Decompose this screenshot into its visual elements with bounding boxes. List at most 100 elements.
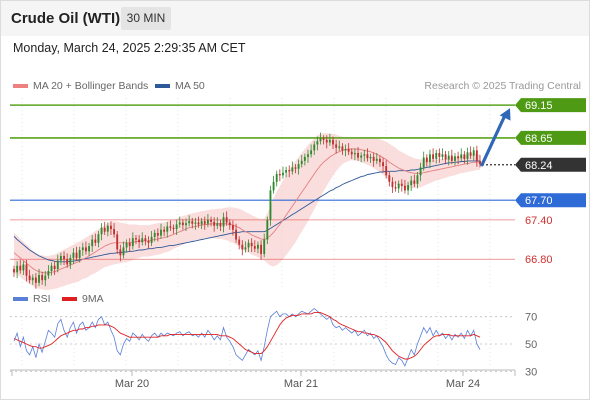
candle-body bbox=[188, 221, 191, 224]
candle-115 bbox=[372, 152, 375, 167]
candle-131 bbox=[422, 151, 425, 171]
candle-104 bbox=[338, 140, 341, 152]
candle-93 bbox=[303, 153, 306, 166]
candle-46 bbox=[156, 228, 159, 242]
candle-body bbox=[310, 150, 313, 155]
candle-body bbox=[53, 265, 56, 270]
candle-106 bbox=[344, 144, 347, 157]
candle-130 bbox=[419, 162, 422, 182]
candle-body bbox=[247, 242, 250, 248]
candle-14 bbox=[56, 254, 59, 273]
level-label-66.80: 66.80 bbox=[525, 254, 553, 266]
candle-body bbox=[81, 247, 84, 251]
candle-109 bbox=[353, 148, 356, 161]
candle-body bbox=[97, 234, 100, 243]
candle-body bbox=[50, 265, 53, 272]
candle-42 bbox=[144, 234, 147, 246]
candle-body bbox=[200, 221, 203, 225]
candle-28 bbox=[100, 223, 103, 241]
candle-body bbox=[291, 167, 294, 172]
candle-144 bbox=[463, 151, 466, 164]
candle-body bbox=[125, 242, 128, 248]
candle-body bbox=[454, 156, 456, 161]
candle-20 bbox=[75, 246, 78, 262]
candle-142 bbox=[457, 151, 460, 165]
candle-body bbox=[422, 157, 425, 168]
candle-9 bbox=[41, 271, 44, 285]
candle-body bbox=[322, 138, 325, 140]
level-badge-69.15: 69.15 bbox=[515, 98, 586, 113]
candle-65 bbox=[216, 217, 219, 230]
candle-body bbox=[19, 265, 22, 271]
level-badge-67.70: 67.70 bbox=[515, 193, 586, 208]
candle-body bbox=[25, 264, 28, 276]
candle-body bbox=[228, 222, 231, 226]
candle-body bbox=[407, 185, 410, 191]
candle-body bbox=[238, 239, 241, 245]
candle-143 bbox=[460, 148, 463, 162]
candle-body bbox=[172, 227, 175, 230]
candle-125 bbox=[404, 179, 406, 194]
rsi-tick-70: 70 bbox=[525, 312, 537, 324]
candle-32 bbox=[113, 223, 116, 238]
candle-70 bbox=[231, 220, 234, 236]
candle-body bbox=[185, 223, 187, 226]
candle-body bbox=[178, 222, 181, 225]
candle-97 bbox=[316, 136, 319, 151]
interval-badge[interactable]: 30 MIN bbox=[121, 7, 171, 30]
candle-body bbox=[213, 221, 216, 226]
candle-body bbox=[69, 257, 72, 265]
candle-body bbox=[282, 172, 284, 176]
candle-body bbox=[78, 250, 81, 258]
candle-body bbox=[257, 244, 259, 249]
candle-body bbox=[13, 269, 15, 273]
candle-35 bbox=[122, 241, 125, 259]
candle-body bbox=[113, 229, 116, 235]
candle-body bbox=[241, 244, 244, 250]
candle-body bbox=[266, 219, 269, 240]
candle-body bbox=[219, 223, 222, 227]
candle-body bbox=[357, 152, 359, 158]
candle-110 bbox=[357, 147, 359, 161]
candle-body bbox=[275, 173, 278, 182]
candle-body bbox=[303, 156, 306, 161]
candle-body bbox=[300, 160, 303, 165]
candle-body bbox=[147, 240, 150, 243]
candle-body bbox=[175, 224, 178, 230]
candle-24 bbox=[88, 242, 90, 256]
candle-body bbox=[138, 239, 141, 243]
candle-57 bbox=[191, 217, 194, 229]
candle-body bbox=[28, 275, 31, 281]
candle-body bbox=[444, 154, 447, 160]
candle-body bbox=[250, 242, 253, 247]
candle-117 bbox=[378, 155, 381, 167]
candle-body bbox=[388, 175, 391, 182]
candle-76 bbox=[250, 238, 253, 252]
candle-body bbox=[341, 146, 344, 151]
candle-body bbox=[72, 252, 75, 258]
candle-body bbox=[100, 227, 103, 235]
level-label-67.70: 67.70 bbox=[525, 195, 553, 207]
ma50-line bbox=[13, 160, 480, 263]
candle-31 bbox=[110, 221, 112, 235]
candle-4 bbox=[25, 259, 28, 282]
candle-body bbox=[253, 246, 256, 249]
candle-52 bbox=[175, 219, 178, 235]
candle-body bbox=[84, 247, 87, 252]
candle-body bbox=[325, 139, 328, 143]
candle-120 bbox=[388, 172, 391, 187]
candle-body bbox=[103, 227, 106, 232]
candle-body bbox=[335, 144, 338, 148]
candle-body bbox=[435, 152, 438, 159]
candle-145 bbox=[466, 147, 469, 165]
candle-body bbox=[156, 232, 159, 236]
candle-15 bbox=[59, 252, 62, 266]
candle-64 bbox=[213, 217, 216, 232]
candle-118 bbox=[382, 157, 384, 172]
candle-74 bbox=[244, 241, 247, 253]
candle-body bbox=[75, 252, 78, 258]
candle-body bbox=[44, 275, 47, 281]
research-credit: Research © 2025 Trading Central bbox=[424, 80, 581, 92]
candle-29 bbox=[103, 221, 106, 235]
candle-83 bbox=[272, 175, 275, 194]
